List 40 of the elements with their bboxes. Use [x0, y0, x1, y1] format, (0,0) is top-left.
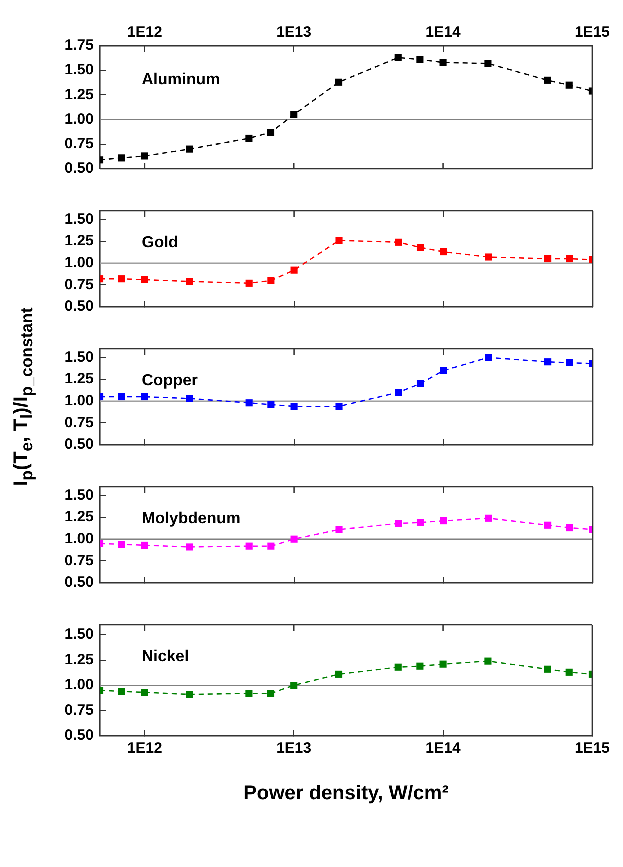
y-tick-label: 1.00: [64, 530, 94, 548]
y-tick-label: 1.00: [64, 676, 94, 694]
y-tick-label: 0.75: [64, 414, 94, 432]
y-tick-label: 1.25: [64, 370, 94, 388]
y-tick-label: 1.50: [64, 348, 94, 366]
y-tick-label: 1.25: [64, 86, 94, 104]
x-tick-label: 1E14: [426, 24, 462, 42]
y-tick-label: 0.75: [64, 702, 94, 719]
x-tick-label: 1E14: [426, 740, 462, 758]
x-tick-label: 1E12: [127, 740, 162, 758]
x-tick-label: 1E15: [574, 24, 610, 42]
y-tick-label: 1.75: [64, 37, 94, 54]
y-tick-label: 1.50: [64, 486, 94, 504]
y-tick-label: 1.50: [64, 62, 94, 79]
x-tick-label: 1E13: [276, 740, 312, 758]
y-tick-label: 0.50: [64, 436, 94, 454]
series-label: Gold: [142, 234, 178, 252]
series-label: Copper: [142, 372, 198, 390]
text: Aluminum: [142, 71, 220, 88]
y-tick-label: 1.00: [64, 392, 94, 410]
y-tick-label: 1.50: [64, 210, 94, 228]
y-tick-label: 1.00: [64, 254, 94, 272]
x-axis-title: Power density, W/cm²: [244, 782, 450, 805]
series-label: Molybdenum: [142, 510, 241, 528]
y-tick-label: 1.25: [64, 508, 94, 526]
y-tick-label: 0.75: [64, 552, 94, 570]
y-tick-label: 1.50: [64, 626, 94, 644]
y-tick-label: 0.50: [64, 574, 94, 592]
y-tick-label: 0.50: [64, 298, 94, 316]
x-tick-label: 1E13: [276, 24, 312, 42]
series-label: Nickel: [142, 648, 190, 666]
y-tick-label: 1.25: [64, 232, 94, 250]
y-tick-label: 1.00: [64, 110, 94, 128]
y-tick-label: 1.25: [64, 651, 94, 668]
y-tick-label: 0.75: [64, 276, 94, 294]
y-tick-label: 0.50: [64, 160, 94, 178]
x-tick-label: 1E12: [127, 24, 162, 42]
y-tick-label: 0.75: [64, 136, 94, 153]
y-tick-label: 0.50: [64, 727, 94, 744]
x-tick-label: 1E15: [574, 740, 610, 758]
